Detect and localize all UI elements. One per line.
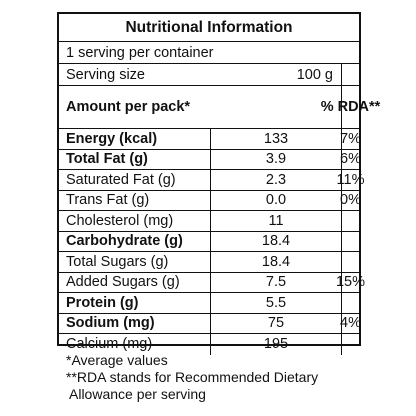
nutrient-label: Added Sugars (g) xyxy=(59,272,211,292)
nutrition-panel: Nutritional Information 1 serving per co… xyxy=(57,12,381,355)
footnotes: *Average values **RDA stands for Recomme… xyxy=(66,352,318,403)
nutrient-label: Total Sugars (g) xyxy=(59,252,211,272)
nutrient-row: Protein (g) 5.5 xyxy=(59,293,359,314)
nutrient-row: Calcium (mg) 195 xyxy=(59,334,359,355)
nutrient-value: 0.0 xyxy=(211,190,342,210)
serving-size-label: Serving size xyxy=(66,66,145,83)
nutrient-value: 18.4 xyxy=(211,252,342,272)
nutrient-label: Trans Fat (g) xyxy=(59,190,211,210)
nutrient-rda xyxy=(342,211,359,231)
nutrient-value: 133 xyxy=(211,129,342,149)
nutrient-row: Added Sugars (g) 7.5 15% xyxy=(59,272,366,293)
servings-per-container: 1 serving per container xyxy=(66,44,214,61)
panel-title: Nutritional Information xyxy=(125,18,293,36)
nutrient-row: Sodium (mg) 75 4% xyxy=(59,313,361,334)
nutrient-rda: 4% xyxy=(340,315,361,332)
nutrient-label: Protein (g) xyxy=(59,293,211,313)
nutrient-label: Energy (kcal) xyxy=(59,129,211,149)
nutrient-label: Calcium (mg) xyxy=(59,334,211,355)
header-row: Amount per pack* % RDA** xyxy=(59,86,381,129)
serving-size-value: 100 g xyxy=(209,64,342,85)
nutrient-rda xyxy=(342,232,359,252)
nutrient-rda: 7% xyxy=(340,130,361,147)
nutrient-value: 195 xyxy=(211,334,342,355)
nutrient-value: 11 xyxy=(211,211,342,231)
nutrient-value: 75 xyxy=(211,313,342,333)
serving-size-row: Serving size 100 g xyxy=(59,64,359,86)
nutrient-row: Cholesterol (mg) 11 xyxy=(59,211,359,232)
nutrient-value: 18.4 xyxy=(211,231,342,251)
footnote-rda: **RDA stands for Recommended Dietary xyxy=(66,369,319,385)
nutrient-label: Total Fat (g) xyxy=(59,149,211,169)
nutrient-row: Carbohydrate (g) 18.4 xyxy=(59,231,359,252)
nutrient-row: Total Fat (g) 3.9 6% xyxy=(59,149,361,170)
nutrient-rda: 0% xyxy=(340,192,361,209)
amount-per-pack-header: Amount per pack* xyxy=(59,86,342,128)
servings-row: 1 serving per container xyxy=(59,42,359,64)
nutrient-rda: 15% xyxy=(335,274,366,291)
nutrient-rda xyxy=(342,252,359,272)
nutrient-row: Trans Fat (g) 0.0 0% xyxy=(59,190,361,211)
nutrient-row: Saturated Fat (g) 2.3 11% xyxy=(59,170,365,191)
nutrient-label: Cholesterol (mg) xyxy=(59,211,211,231)
nutrient-label: Saturated Fat (g) xyxy=(59,170,211,190)
panel-title-row: Nutritional Information xyxy=(59,14,359,42)
nutrient-value: 5.5 xyxy=(211,293,342,313)
nutrient-row: Total Sugars (g) 18.4 xyxy=(59,252,359,273)
rda-header: % RDA** xyxy=(320,99,381,115)
nutrient-label: Sodium (mg) xyxy=(59,313,211,333)
nutrient-rda xyxy=(342,334,359,355)
nutrient-value: 7.5 xyxy=(211,272,342,292)
footnote-rda-cont: Allowance per serving xyxy=(69,386,206,402)
nutrient-value: 2.3 xyxy=(211,170,342,190)
nutrient-row: Energy (kcal) 133 7% xyxy=(59,129,361,150)
nutrient-rda xyxy=(342,293,359,313)
nutrient-label: Carbohydrate (g) xyxy=(59,231,211,251)
footnote-average: *Average values xyxy=(66,352,168,368)
nutrient-rda: 6% xyxy=(340,151,361,168)
nutrient-value: 3.9 xyxy=(211,149,342,169)
nutrient-rda: 11% xyxy=(336,171,365,188)
